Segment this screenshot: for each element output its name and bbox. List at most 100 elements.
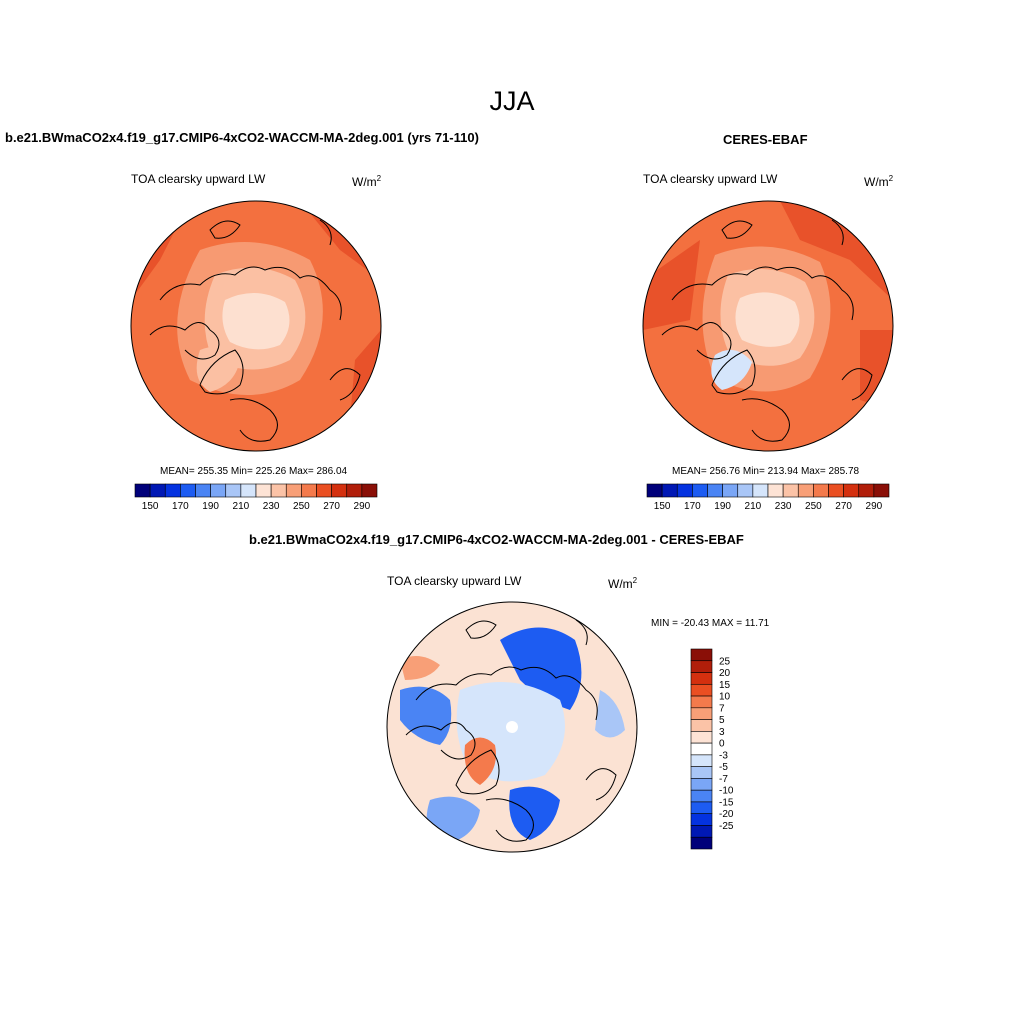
map-diff-coastlines <box>405 619 617 842</box>
colorbar-tick-label: -10 <box>719 786 734 797</box>
colorbar-swatch <box>164 483 181 498</box>
colorbar-tick-label: 290 <box>866 501 883 512</box>
panel1-title: b.e21.BWmaCO2x4.f19_g17.CMIP6-4xCO2-WACC… <box>5 130 479 145</box>
colorbar-swatch <box>195 483 211 498</box>
colorbar-swatch <box>225 483 242 498</box>
colorbar-tick-label: 0 <box>719 739 725 750</box>
panel2-variable: TOA clearsky upward LW <box>643 172 778 186</box>
colorbar-swatch <box>690 825 713 838</box>
colorbar-tick-label: 190 <box>714 501 731 512</box>
colorbar-swatch <box>690 742 713 756</box>
colorbar-swatch <box>676 483 693 498</box>
colorbar-tick-label: 190 <box>202 501 219 512</box>
colorbar-tick-label: 250 <box>293 501 310 512</box>
colorbar-swatch <box>690 754 713 767</box>
colorbar-swatch <box>858 483 875 498</box>
colorbar-swatch <box>134 483 151 498</box>
colorbar-tick-label: 170 <box>172 501 189 512</box>
colorbar-tick-label: 10 <box>719 692 731 703</box>
colorbar-tick-label: 270 <box>835 501 852 512</box>
colorbar-tick-label: 150 <box>654 501 671 512</box>
colorbar-swatch <box>690 660 713 673</box>
colorbar-swatch <box>255 483 272 498</box>
colorbar-tick-label: 210 <box>745 501 762 512</box>
colorbar-tick-label: 20 <box>719 668 731 679</box>
colorbar-swatch <box>346 483 363 498</box>
colorbar-swatch <box>180 483 196 498</box>
panel3-variable: TOA clearsky upward LW <box>387 574 522 588</box>
colorbar-swatch <box>690 672 713 685</box>
colorbar-swatch <box>690 707 713 720</box>
colorbar-tick-label: -15 <box>719 797 734 808</box>
colorbar-swatch <box>210 483 227 498</box>
panel1-units: W/m2 <box>352 174 382 189</box>
colorbar-swatch <box>722 483 739 498</box>
map-diff <box>387 602 637 852</box>
panel3-units: W/m2 <box>608 576 638 591</box>
colorbar-swatch <box>690 731 713 744</box>
colorbar-swatch <box>873 483 890 498</box>
main-title: JJA <box>489 86 535 116</box>
colorbar-swatch <box>690 789 713 803</box>
colorbar-swatch <box>797 483 814 498</box>
colorbar-swatch <box>813 483 829 498</box>
colorbar-tick-label: -7 <box>719 774 728 785</box>
panel2-title: CERES-EBAF <box>723 132 808 147</box>
colorbar-swatch <box>690 813 713 826</box>
colorbar-tick-label: 230 <box>775 501 792 512</box>
colorbar-swatch <box>782 483 799 498</box>
panel2-stats: MEAN= 256.76 Min= 213.94 Max= 285.78 <box>672 466 860 477</box>
map-model-coastlines <box>149 219 361 442</box>
colorbar-tick-label: 230 <box>263 501 280 512</box>
colorbar-swatch <box>270 483 287 498</box>
colorbar-tick-label: 7 <box>719 703 725 714</box>
colorbar-swatch <box>690 719 713 732</box>
colorbar-swatch <box>690 766 713 779</box>
colorbar-swatch <box>240 483 257 498</box>
colorbar-tick-label: -5 <box>719 762 728 773</box>
panel1-stats: MEAN= 255.35 Min= 225.26 Max= 286.04 <box>160 466 348 477</box>
colorbar-tick-label: 250 <box>805 501 822 512</box>
colorbar-swatch <box>752 483 769 498</box>
colorbar-swatch <box>690 801 713 815</box>
colorbar-swatch <box>301 483 317 498</box>
colorbar-swatch <box>767 483 784 498</box>
colorbar-tick-label: 5 <box>719 715 725 726</box>
colorbar-swatch <box>285 483 302 498</box>
colorbar-tick-label: 170 <box>684 501 701 512</box>
colorbar-swatch <box>690 778 713 791</box>
panel3-title: b.e21.BWmaCO2x4.f19_g17.CMIP6-4xCO2-WACC… <box>249 532 744 547</box>
colorbar-tick-label: -3 <box>719 750 728 761</box>
colorbar-model: 150 170 190 210 230 250 270 290 <box>134 483 378 512</box>
colorbar-tick-label: 15 <box>719 680 731 691</box>
colorbar-swatch <box>692 483 708 498</box>
colorbar-swatch <box>737 483 754 498</box>
colorbar-swatch <box>661 483 678 498</box>
colorbar-swatch <box>843 483 860 498</box>
colorbar-swatch <box>828 483 844 498</box>
colorbar-tick-label: -20 <box>719 809 734 820</box>
colorbar-tick-label: 290 <box>354 501 371 512</box>
panel1-variable: TOA clearsky upward LW <box>131 172 266 186</box>
colorbar-swatch <box>149 483 166 498</box>
colorbar-swatch <box>690 683 713 697</box>
colorbar-tick-label: 3 <box>719 727 725 738</box>
panel2-units: W/m2 <box>864 174 894 189</box>
colorbar-swatch <box>690 836 713 850</box>
colorbar-tick-label: -25 <box>719 821 734 832</box>
panel3-stats: MIN = -20.43 MAX = 11.71 <box>651 618 770 629</box>
colorbar-swatch <box>690 648 713 662</box>
colorbar-tick-label: 150 <box>142 501 159 512</box>
colorbar-tick-label: 25 <box>719 656 731 667</box>
colorbar-swatch <box>690 695 713 709</box>
colorbar-swatch <box>707 483 723 498</box>
colorbar-swatch <box>646 483 663 498</box>
colorbar-swatch <box>361 483 378 498</box>
colorbar-tick-label: 270 <box>323 501 340 512</box>
colorbar-obs: 150 170 190 210 230 250 270 290 <box>646 483 890 512</box>
map-obs-coastlines <box>661 219 873 442</box>
colorbar-swatch <box>316 483 332 498</box>
map-model <box>131 201 381 451</box>
